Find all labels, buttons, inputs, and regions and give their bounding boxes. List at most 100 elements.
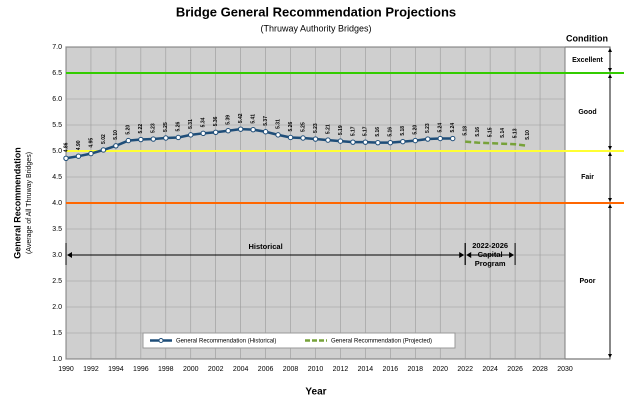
data-point <box>300 135 306 141</box>
y-tick-label: 1.0 <box>52 356 62 363</box>
x-tick-label: 1990 <box>58 366 74 373</box>
data-point <box>250 126 256 133</box>
condition-label: Good <box>578 109 596 116</box>
y-tick-label: 2.0 <box>52 304 62 311</box>
condition-label: Fair <box>581 174 594 181</box>
x-tick-label: 1998 <box>158 366 174 373</box>
x-tick-label: 2008 <box>283 366 299 373</box>
y-tick-label: 6.5 <box>52 70 62 77</box>
data-label: 5.16 <box>375 127 381 137</box>
data-label: 5.24 <box>438 123 444 133</box>
x-tick-label: 2020 <box>432 366 448 373</box>
data-point <box>175 134 181 141</box>
x-tick-label: 2024 <box>482 366 498 373</box>
y-tick-label: 5.0 <box>52 148 62 155</box>
x-tick-label: 2012 <box>333 366 349 373</box>
data-point <box>425 136 431 142</box>
data-point <box>337 138 344 144</box>
data-point <box>400 138 406 145</box>
data-point <box>225 128 231 134</box>
x-tick-label: 2030 <box>557 366 573 373</box>
x-tick-label: 2010 <box>308 366 324 373</box>
x-tick-label: 2006 <box>258 366 274 373</box>
x-tick-label: 1994 <box>108 366 124 373</box>
chart-title: Bridge General Recommendation Projection… <box>176 4 456 19</box>
x-tick-label: 2028 <box>532 366 548 373</box>
data-label: 5.23 <box>425 123 431 133</box>
data-label: 5.24 <box>450 123 456 133</box>
data-label: 5.10 <box>113 130 119 140</box>
data-label: 5.25 <box>300 122 306 132</box>
annotation-text: Program <box>475 259 506 268</box>
y-tick-label: 4.5 <box>52 174 62 181</box>
data-point <box>262 129 269 135</box>
x-tick-label: 2004 <box>233 366 249 373</box>
y-tick-label: 3.5 <box>52 226 62 233</box>
data-label: 4.86 <box>63 142 69 152</box>
annotation-text: Historical <box>249 242 283 251</box>
y-tick-label: 3.0 <box>52 252 62 259</box>
x-tick-label: 2026 <box>507 366 523 373</box>
data-label: 5.16 <box>388 127 394 137</box>
data-point <box>188 132 194 138</box>
x-tick-label: 1992 <box>83 366 99 373</box>
y-tick-label: 4.0 <box>52 200 62 207</box>
annotation-text: 2022-2026 <box>472 241 508 250</box>
data-label: 5.14 <box>500 128 506 138</box>
data-label: 5.16 <box>475 127 481 137</box>
y-tick-label: 6.0 <box>52 96 62 103</box>
data-label: 5.02 <box>101 134 107 144</box>
data-point <box>113 143 119 149</box>
data-label: 5.20 <box>413 125 419 135</box>
data-label: 4.95 <box>88 138 94 148</box>
data-point <box>75 153 82 159</box>
data-point <box>88 150 94 157</box>
data-label: 5.31 <box>275 119 281 129</box>
data-label: 5.13 <box>512 128 518 138</box>
annotation-text: Capital <box>478 250 503 259</box>
x-tick-label: 2022 <box>457 366 473 373</box>
data-label: 5.10 <box>525 130 531 140</box>
legend-box <box>142 332 456 349</box>
data-point <box>437 135 443 142</box>
data-point <box>375 139 381 146</box>
series-line <box>465 140 528 148</box>
data-point <box>125 137 132 144</box>
data-point <box>287 134 294 141</box>
data-point <box>63 155 69 161</box>
data-point <box>213 129 219 135</box>
data-point <box>138 136 144 143</box>
x-tick-label: 1996 <box>133 366 149 373</box>
y-tick-label: 2.5 <box>52 278 62 285</box>
data-label: 4.90 <box>76 140 82 150</box>
data-label: 5.42 <box>238 113 244 123</box>
data-point <box>325 137 331 143</box>
legend-label: General Recommendation (Projected) <box>331 339 432 345</box>
data-label: 5.37 <box>263 116 269 126</box>
x-tick-label: 2000 <box>183 366 199 373</box>
data-label: 5.18 <box>463 126 469 136</box>
data-label: 5.17 <box>350 126 356 136</box>
data-label: 5.15 <box>487 127 493 137</box>
x-tick-label: 2016 <box>383 366 399 373</box>
legend: General Recommendation (Historical) Gener… <box>142 332 456 349</box>
data-point <box>362 139 369 145</box>
data-point <box>312 136 319 142</box>
data-label: 5.17 <box>363 126 369 136</box>
x-tick-label: 2002 <box>208 366 224 373</box>
chart-subtitle: (Thruway Authority Bridges) <box>260 23 371 33</box>
data-point <box>350 139 356 145</box>
arrowhead <box>466 252 515 258</box>
condition-title: Condition <box>566 33 608 43</box>
y-tick-label: 7.0 <box>52 44 62 51</box>
y-tick-label: 1.5 <box>52 330 62 337</box>
data-label: 5.20 <box>126 125 132 135</box>
data-label: 5.19 <box>338 125 344 135</box>
data-point <box>163 135 169 141</box>
x-tick-label: 2014 <box>358 366 374 373</box>
data-label: 5.34 <box>201 117 207 127</box>
data-label: 5.26 <box>176 122 182 132</box>
x-axis-label: Year <box>305 387 326 398</box>
y-axis-label: General Recommendation <box>12 147 22 259</box>
data-label: 5.41 <box>250 114 256 124</box>
